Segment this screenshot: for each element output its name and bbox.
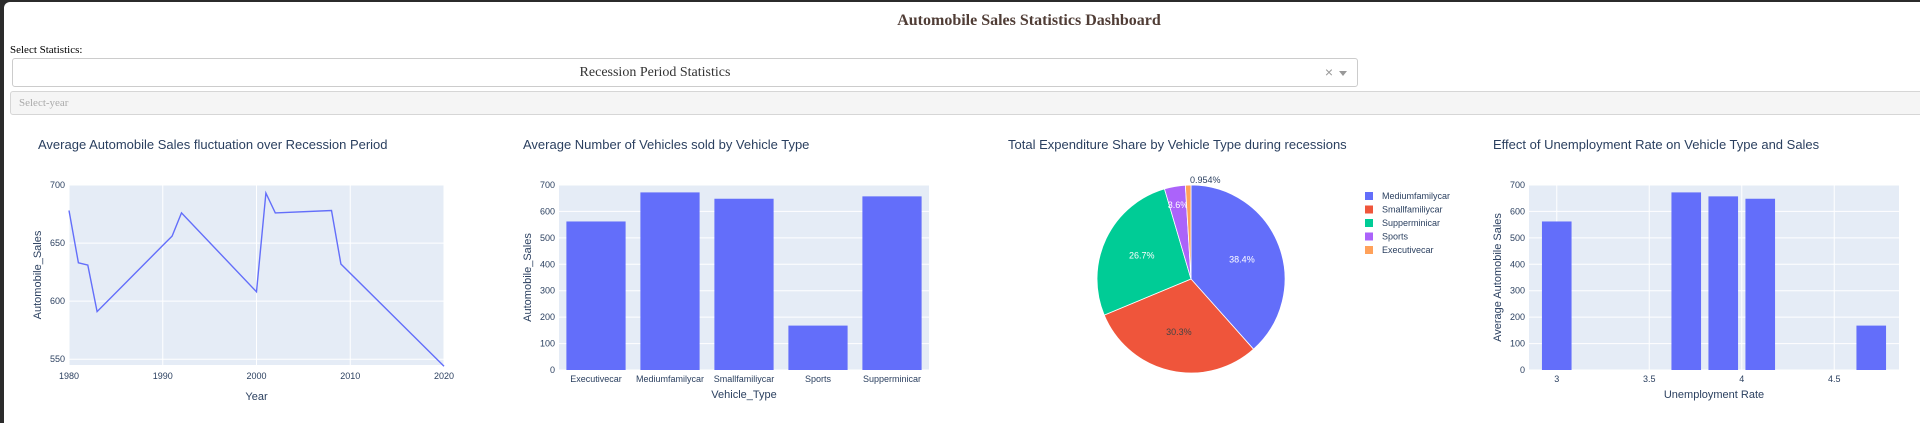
y-tick-label: 500 — [1510, 233, 1525, 243]
x-tick-label: 1990 — [153, 371, 173, 381]
dashboard-page: Automobile Sales Statistics Dashboard Se… — [4, 2, 1920, 423]
y-tick-label: 650 — [50, 238, 65, 248]
legend-swatch — [1365, 246, 1373, 254]
bar — [1671, 192, 1702, 370]
dashboard-title: Automobile Sales Statistics Dashboard — [897, 12, 1161, 29]
y-tick-label: 600 — [1510, 206, 1525, 216]
legend-label: Executivecar — [1382, 245, 1434, 255]
pie-slice — [1184, 184, 1192, 280]
y-tick-label: 550 — [50, 354, 65, 364]
chevron-down-icon[interactable] — [1339, 71, 1347, 76]
legend-swatch — [1365, 205, 1373, 214]
pie-slice — [1096, 188, 1192, 316]
recession-sales-line-chart: Average Automobile Sales fluctuation ove… — [32, 137, 454, 403]
statistics-dropdown-value: Recession Period Statistics — [579, 65, 731, 80]
chart-title: Total Expenditure Share by Vehicle Type … — [1008, 137, 1347, 152]
slice-value-label: 3.6% — [1168, 200, 1189, 210]
y-tick-label: 100 — [540, 339, 555, 349]
bar — [566, 221, 626, 370]
bar — [1856, 325, 1887, 370]
x-tick-label: 2020 — [434, 371, 454, 381]
x-tick-label: Executivecar — [570, 374, 622, 384]
y-tick-label: 0 — [1520, 365, 1525, 375]
bar — [862, 196, 922, 370]
x-tick-label: 3 — [1554, 374, 1559, 384]
y-tick-label: 600 — [50, 296, 65, 306]
slice-value-label: 30.3% — [1166, 327, 1192, 337]
legend-label: Smallfamiliycar — [1382, 205, 1443, 215]
x-tick-label: 1980 — [59, 371, 79, 381]
unemployment-bar-chart: Effect of Unemployment Rate on Vehicle T… — [1492, 137, 1899, 401]
bar — [788, 325, 848, 370]
slice-value-label: 26.7% — [1129, 251, 1155, 261]
pie-slice — [1190, 184, 1286, 350]
year-dropdown-placeholder: Select-year — [19, 97, 69, 109]
pie-slice — [1103, 278, 1255, 374]
x-tick-label: Sports — [805, 374, 832, 384]
y-axis-label: Automobile_Sales — [32, 230, 44, 319]
chart-title: Average Automobile Sales fluctuation ove… — [38, 137, 388, 152]
chart-title: Effect of Unemployment Rate on Vehicle T… — [1493, 137, 1820, 152]
y-tick-label: 100 — [1510, 339, 1525, 349]
x-tick-label: 4 — [1739, 374, 1744, 384]
statistics-dropdown[interactable]: Recession Period Statistics × — [12, 58, 1358, 87]
y-tick-label: 400 — [1510, 259, 1525, 269]
legend-label: Mediumfamilycar — [1382, 191, 1450, 201]
vehicle-type-bar-chart: Average Number of Vehicles sold by Vehic… — [522, 137, 929, 401]
y-tick-label: 200 — [1510, 312, 1525, 322]
x-axis-label: Unemployment Rate — [1664, 389, 1764, 401]
y-tick-label: 600 — [540, 206, 555, 216]
bar — [1541, 221, 1572, 370]
bar — [640, 192, 700, 370]
x-tick-label: 4.5 — [1828, 374, 1841, 384]
year-dropdown[interactable]: Select-year — [10, 91, 1920, 115]
slice-value-label: 38.4% — [1229, 255, 1255, 265]
y-axis-label: Average Automobile Sales — [1492, 213, 1504, 342]
bar — [1708, 196, 1739, 370]
y-tick-label: 300 — [540, 286, 555, 296]
y-tick-label: 500 — [540, 233, 555, 243]
series-line — [68, 190, 445, 367]
y-tick-label: 700 — [1510, 180, 1525, 190]
bar — [714, 198, 774, 370]
x-tick-label: Smallfamiliycar — [714, 374, 775, 384]
clear-icon[interactable]: × — [1324, 64, 1333, 80]
chart-title: Average Number of Vehicles sold by Vehic… — [523, 137, 809, 152]
legend-swatch — [1365, 192, 1373, 200]
x-axis-label: Year — [245, 391, 268, 403]
legend-swatch — [1365, 219, 1373, 227]
y-tick-label: 700 — [50, 180, 65, 190]
y-tick-label: 200 — [540, 312, 555, 322]
bar — [1745, 198, 1776, 370]
y-tick-label: 700 — [540, 180, 555, 190]
x-tick-label: Supperminicar — [863, 374, 921, 384]
select-statistics-label: Select Statistics: — [10, 44, 83, 56]
x-tick-label: 3.5 — [1643, 374, 1656, 384]
x-tick-label: 2010 — [340, 371, 360, 381]
y-tick-label: 400 — [540, 259, 555, 269]
x-tick-label: Mediumfamilycar — [636, 374, 704, 384]
y-tick-label: 0 — [550, 365, 555, 375]
x-tick-label: 2000 — [246, 371, 266, 381]
slice-value-label: 0.954% — [1190, 175, 1221, 185]
legend-swatch — [1365, 232, 1373, 241]
y-tick-label: 300 — [1510, 286, 1525, 296]
legend-label: Supperminicar — [1382, 218, 1440, 228]
legend-label: Sports — [1382, 232, 1409, 242]
expenditure-share-pie-chart: Total Expenditure Share by Vehicle Type … — [1008, 137, 1450, 374]
x-axis-label: Vehicle_Type — [711, 389, 776, 401]
y-axis-label: Automobile_Sales — [522, 233, 534, 322]
